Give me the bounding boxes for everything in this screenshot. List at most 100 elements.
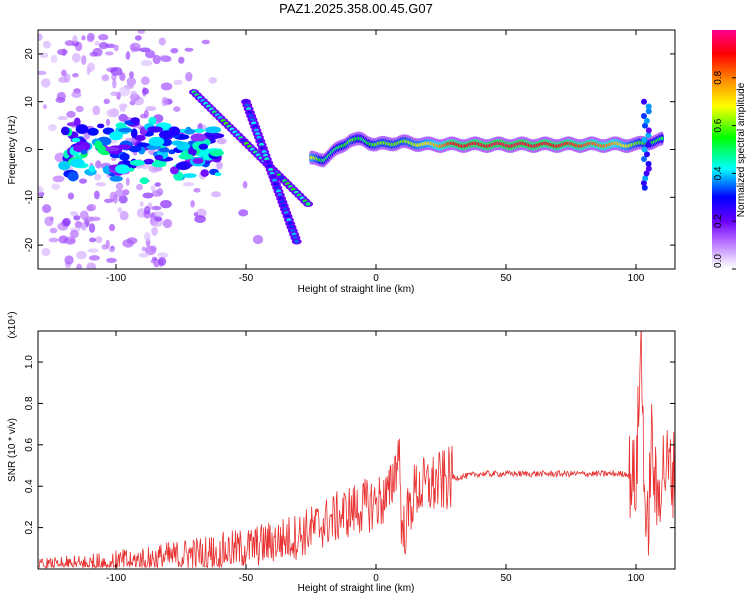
x-tick-label: 0 <box>373 273 379 284</box>
y-tick-label: 0.4 <box>24 479 35 493</box>
spectrogram-noise-blob <box>115 182 124 191</box>
spectrogram-spike-blob <box>641 184 648 191</box>
spectrogram-noise-blob <box>125 177 130 186</box>
spectrogram-noise-blob <box>211 191 222 198</box>
spectrogram-noise-blob <box>145 106 157 112</box>
spectrogram-noise-blob <box>106 257 117 264</box>
spectrogram-noise-blob <box>119 72 126 82</box>
spectrogram-spike-blob <box>645 127 652 134</box>
spectrogram-noise-blob <box>178 56 185 64</box>
colorbar-tick-label: 0.8 <box>713 70 724 84</box>
spectrogram-spike-blob <box>645 160 652 167</box>
spectrogram-noise-blob <box>140 76 150 86</box>
spectrogram-noise-blob <box>88 255 101 261</box>
spectrogram-noise-blob <box>38 70 47 76</box>
spectrogram-noise-blob <box>119 107 126 112</box>
spectrogram-noise-blob <box>156 188 164 196</box>
spectrogram-spike-blob <box>640 179 647 186</box>
spectrogram-noise-blob <box>134 35 142 41</box>
spectrogram-cluster-blob <box>97 145 106 154</box>
spectrogram-noise-blob <box>67 192 75 200</box>
spectrogram-noise-blob <box>126 76 136 87</box>
spectrogram-cluster-blob <box>109 175 123 182</box>
spectrogram-cluster-blob <box>183 173 197 178</box>
spectrogram-noise-blob <box>71 91 82 99</box>
spectrogram-spike-blob <box>645 132 652 139</box>
spectrogram-noise-blob <box>58 235 69 244</box>
spectrogram-noise-blob <box>160 199 172 209</box>
spectrogram-spike-blob <box>640 98 647 105</box>
spectrogram-cluster-blob <box>116 144 132 150</box>
spectrogram-cluster-blob <box>115 164 130 174</box>
snr-border <box>37 330 676 570</box>
spectrogram-branch-core <box>294 239 300 244</box>
spectrogram-cluster-blob <box>148 116 157 125</box>
figure-title: PAZ1.2025.358.00.45.G07 <box>279 1 433 16</box>
spectrogram-noise-blob <box>151 256 158 261</box>
spectrogram-cluster-blob <box>80 149 88 155</box>
spectrogram-cluster-blob <box>134 134 146 141</box>
snr-y-scale: (x10⁴) <box>7 311 18 338</box>
spectrogram-cluster-blob <box>129 159 145 166</box>
colorbar-tick-label: 0.4 <box>713 166 724 180</box>
spectrogram-noise-blob <box>153 216 163 222</box>
spectrogram-noise-blob <box>80 222 88 231</box>
spectrogram-noise-blob <box>57 115 69 121</box>
spectrogram-noise-blob <box>98 41 109 50</box>
y-tick-label: -20 <box>24 237 35 252</box>
spectrogram-spike-blob <box>645 165 652 172</box>
spectrogram-noise-blob <box>38 33 43 42</box>
spectrogram-noise-blob <box>75 105 84 113</box>
spectrogram-spike-blob <box>640 113 647 120</box>
spectrogram-noise-blob <box>71 53 81 63</box>
spectrogram-noise-blob <box>95 236 103 244</box>
spectrogram-cluster-blob <box>139 177 149 185</box>
spectrogram-noise-blob <box>95 182 107 187</box>
spectrogram-noise-blob <box>150 185 156 192</box>
spectrogram-noise-blob <box>143 109 149 119</box>
spectrogram-cluster-blob <box>115 122 127 129</box>
spectrogram-noise-blob <box>105 43 116 49</box>
spectrogram-noise-blob <box>66 110 76 118</box>
spectrogram-cluster-blob <box>151 160 167 168</box>
spectrogram-spike-blob <box>641 146 648 153</box>
spectrogram-noise-blob <box>118 86 131 97</box>
x-tick-label: -100 <box>106 273 126 284</box>
y-tick-label: 0.8 <box>24 396 35 410</box>
spectrogram-noise-blob <box>151 226 158 237</box>
spectrogram-noise-blob <box>69 229 79 239</box>
y-tick-label: 1.0 <box>24 355 35 369</box>
spectrogram-noise-blob <box>93 190 100 200</box>
spectrogram-noise-blob <box>142 192 154 199</box>
spectrogram-cluster-blob <box>69 158 85 168</box>
spectrogram-image <box>38 30 664 269</box>
spectrogram-cluster-blob <box>158 130 173 140</box>
spectrogram-noise-blob <box>185 71 193 82</box>
spectrogram-noise-blob <box>86 66 91 76</box>
spectrogram-noise-blob <box>62 217 71 227</box>
spectrogram-noise-blob <box>92 47 103 57</box>
spectrogram-noise-blob <box>162 218 173 229</box>
spectrogram-noise-blob <box>159 55 171 60</box>
spectrogram-noise-blob <box>144 232 151 242</box>
spectrogram-noise-blob <box>108 247 115 253</box>
spectrogram-noise-blob <box>142 87 150 95</box>
spectrogram-noise-blob <box>103 73 109 80</box>
spectrogram-cluster-blob <box>144 158 154 164</box>
spectrogram-noise-blob <box>144 50 156 59</box>
snr-panel: -100 -50 0 50 100 0.2 0.4 0.6 0.8 1.0 Height of … <box>7 311 676 594</box>
spectrogram-noise-blob <box>86 203 97 212</box>
spectrogram-noise-blob <box>38 185 44 194</box>
spectrogram-cluster-blob <box>103 146 120 152</box>
spectrogram-noise-blob <box>173 79 183 85</box>
spectrogram-noise-blob <box>118 103 128 109</box>
spectrogram-noise-blob <box>42 204 52 214</box>
x-tick-label: 100 <box>628 273 645 284</box>
spectrogram-cluster-blob <box>118 127 133 133</box>
spectrogram-spike-blob <box>645 103 652 110</box>
spectrogram-spike-blob <box>645 108 652 115</box>
spectrogram-noise-blob <box>88 223 96 233</box>
spectrogram-cluster-blob <box>209 149 224 157</box>
spectrogram-noise-blob <box>105 118 111 127</box>
